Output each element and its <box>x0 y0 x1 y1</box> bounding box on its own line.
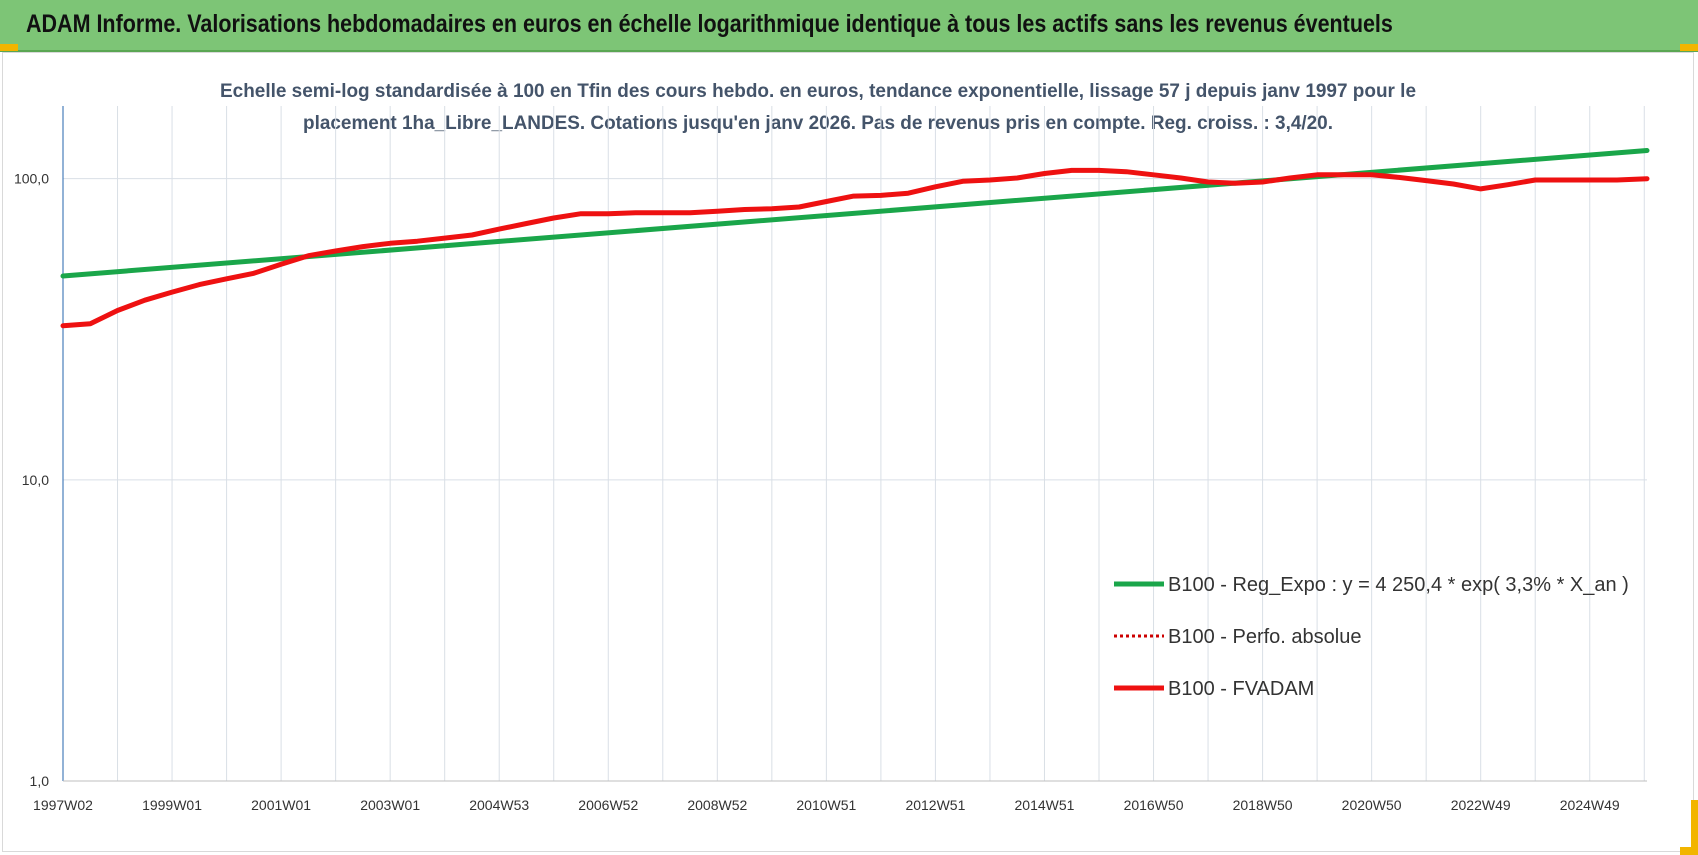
y-tick-label: 100,0 <box>14 171 49 187</box>
chart-subtitle-line-1: Echelle semi-log standardisée à 100 en T… <box>220 81 1416 102</box>
header-bar: ADAM Informe. Valorisations hebdomadaire… <box>0 0 1698 52</box>
x-tick-label: 2020W50 <box>1342 797 1402 813</box>
legend-label-3: B100 - FVADAM <box>1168 678 1314 700</box>
x-tick-label: 2001W01 <box>251 797 311 813</box>
x-tick-label: 2024W49 <box>1560 797 1620 813</box>
chart-frame <box>2 52 1694 852</box>
x-tick-label: 2008W52 <box>687 797 747 813</box>
y-tick-label: 10,0 <box>22 472 49 488</box>
series-lines <box>60 148 1650 329</box>
corner-mark-bottom-right-v <box>1691 800 1698 855</box>
y-tick-label: 1,0 <box>30 773 50 789</box>
corner-mark-bottom-right-h <box>1680 847 1698 855</box>
series-line-1 <box>60 148 1650 279</box>
corner-mark-top-left <box>0 44 18 51</box>
series-line-3 <box>60 167 1650 329</box>
x-tick-label: 2010W51 <box>796 797 856 813</box>
x-tick-label: 2012W51 <box>905 797 965 813</box>
page-title: ADAM Informe. Valorisations hebdomadaire… <box>26 10 1393 38</box>
x-tick-label: 2006W52 <box>578 797 638 813</box>
x-tick-label: 2018W50 <box>1233 797 1293 813</box>
legend-label-1: B100 - Reg_Expo : y = 4 250,4 * exp( 3,3… <box>1168 574 1629 596</box>
legend-label-2: B100 - Perfo. absolue <box>1168 626 1361 648</box>
x-tick-label: 2003W01 <box>360 797 420 813</box>
x-tick-label: 2004W53 <box>469 797 529 813</box>
x-tick-label: 1997W02 <box>33 797 93 813</box>
legend: B100 - Reg_Expo : y = 4 250,4 * exp( 3,3… <box>1114 574 1629 700</box>
x-tick-label: 2022W49 <box>1451 797 1511 813</box>
x-tick-label: 2016W50 <box>1124 797 1184 813</box>
x-tick-label: 1999W01 <box>142 797 202 813</box>
corner-mark-top-right <box>1680 44 1698 51</box>
axes: 1,0 10,0 100,0 1997W02 1999W01 2001W01 2003W01… <box>14 106 1647 813</box>
x-tick-label: 2014W51 <box>1015 797 1075 813</box>
grid-lines <box>62 106 1647 781</box>
chart-subtitle-line-2: placement 1ha_Libre_LANDES. Cotations ju… <box>303 113 1333 134</box>
